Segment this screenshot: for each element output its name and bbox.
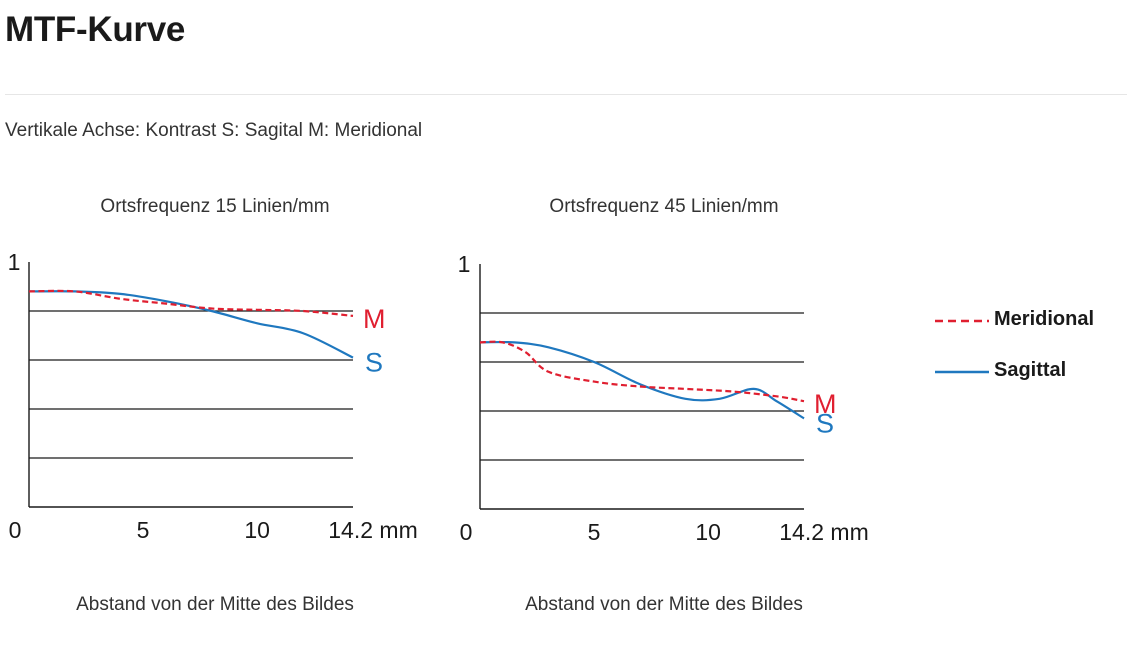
x-tick-label: 10: [695, 519, 721, 545]
x-tick-label: 14.2 mm: [328, 517, 417, 543]
x-tick-label: 10: [244, 517, 270, 543]
chart-xlabel: Abstand von der Mitte des Bildes: [525, 594, 803, 615]
series-line-m: [28, 289, 354, 317]
legend-label: Sagittal: [994, 359, 1067, 381]
x-tick-label: 5: [137, 517, 150, 543]
series-end-label-s: S: [365, 348, 383, 378]
series-line-s: [28, 290, 354, 359]
series-line-m: [479, 340, 805, 403]
x-tick-label: 5: [588, 519, 601, 545]
solid-line-icon: [935, 370, 989, 374]
series-end-label-s: S: [816, 408, 834, 438]
dashed-line-icon: [935, 319, 989, 323]
x-tick-label: 0: [460, 519, 473, 545]
legend-label: Meridional: [994, 308, 1095, 330]
chart-xlabel: Abstand von der Mitte des Bildes: [76, 594, 354, 615]
series-end-label-m: M: [363, 304, 386, 334]
series-end-label-m: M: [814, 389, 837, 419]
page-title: MTF-Kurve: [5, 10, 186, 49]
axis-note: Vertikale Achse: Kontrast S: Sagital M: …: [5, 120, 423, 141]
y-tick-label: 1: [8, 249, 21, 275]
x-tick-label: 0: [9, 517, 22, 543]
y-tick-label: 1: [458, 251, 471, 277]
chart-title: Ortsfrequenz 15 Linien/mm: [100, 196, 330, 217]
series-line-s: [479, 340, 805, 420]
x-tick-label: 14.2 mm: [779, 519, 868, 545]
chart-title: Ortsfrequenz 45 Linien/mm: [549, 196, 779, 217]
divider: [5, 94, 1127, 95]
